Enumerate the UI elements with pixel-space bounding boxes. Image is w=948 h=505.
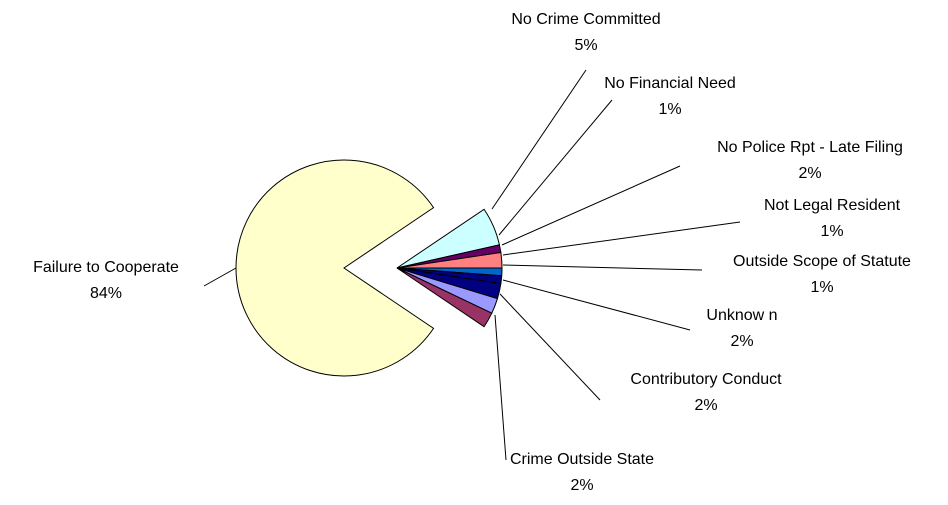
slice-label-failure-to-cooperate: Failure to Cooperate 84% (33, 259, 179, 302)
leader-line-outside-scope-of-statute (502, 264, 703, 271)
labels-layer: No Crime Committed 5%No Financial Need 1%N… (33, 11, 911, 494)
slice-name: Failure to Cooperate (33, 259, 179, 276)
slice-percent: 2% (798, 165, 821, 182)
slice-percent: 1% (820, 223, 843, 240)
slice-name: No Financial Need (604, 75, 736, 92)
leader-line-no-financial-need (498, 99, 613, 236)
slice-percent: 5% (574, 37, 597, 54)
leader-line-no-police-rpt-late-filing (501, 165, 681, 246)
slice-label-no-financial-need: No Financial Need 1% (604, 75, 736, 118)
pie-slice-failure-to-cooperate (235, 159, 435, 377)
pie-slice-crime-outside-state (396, 267, 493, 328)
leader-line-not-legal-resident (502, 221, 741, 256)
slice-percent: 2% (570, 477, 593, 494)
slice-label-unknow-n: Unknow n 2% (706, 307, 777, 350)
slice-label-not-legal-resident: Not Legal Resident 1% (764, 197, 901, 240)
slice-name: Unknow n (706, 307, 777, 324)
slice-name: No Crime Committed (511, 11, 660, 28)
slice-label-no-police-rpt-late-filing: No Police Rpt - Late Filing 2% (717, 139, 903, 182)
slice-percent: 2% (730, 333, 753, 350)
slice-label-crime-outside-state: Crime Outside State 2% (510, 451, 654, 494)
leader-line-unknow-n (502, 279, 691, 331)
slice-label-contributory-conduct: Contributory Conduct 2% (630, 371, 782, 414)
slice-name: Contributory Conduct (630, 371, 782, 388)
leader-line-contributory-conduct (499, 293, 601, 401)
leader-line-crime-outside-state (494, 314, 507, 461)
slice-name: Outside Scope of Statute (733, 253, 911, 270)
slice-percent: 1% (810, 279, 833, 296)
slice-percent: 84% (90, 285, 122, 302)
slice-name: Not Legal Resident (764, 197, 901, 214)
slice-percent: 1% (658, 101, 681, 118)
slice-percent: 2% (694, 397, 717, 414)
slice-label-outside-scope-of-statute: Outside Scope of Statute 1% (733, 253, 911, 296)
slice-name: No Police Rpt - Late Filing (717, 139, 903, 156)
leader-line-failure-to-cooperate (203, 267, 237, 287)
leader-line-no-crime-committed (491, 69, 587, 210)
leader-lines-layer (203, 69, 741, 461)
slices-layer (235, 159, 503, 377)
slice-label-no-crime-committed: No Crime Committed 5% (511, 11, 660, 54)
slice-name: Crime Outside State (510, 451, 654, 468)
